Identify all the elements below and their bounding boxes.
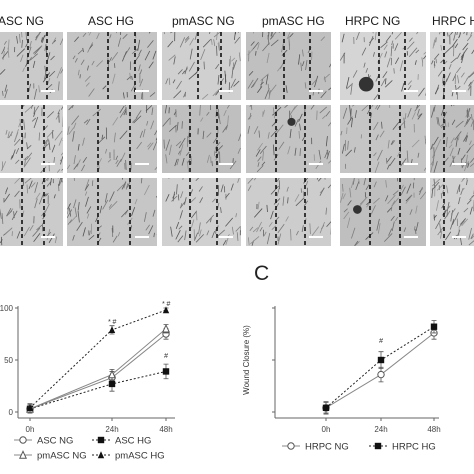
data-point [108,380,116,388]
micrograph-tile [0,32,63,100]
micrograph-tile [430,32,474,100]
data-point [377,370,385,379]
significance-annotation: * # [108,319,117,326]
legend-marker [374,442,382,450]
micrograph-tile [162,178,241,246]
micrograph-tile [430,105,474,173]
series-asc-hg [26,363,170,413]
x-tick-label: 0h [26,425,35,434]
header-hrpc-hg: HRPC HG [432,14,474,28]
significance-annotation: # [164,353,168,360]
micrograph-tile [246,32,331,100]
micrograph-tile [67,178,157,246]
data-point [108,369,116,379]
significance-annotation: # [379,338,383,345]
micrograph-tile [340,105,426,173]
y-tick-label: 0 [9,408,14,417]
micrograph-tile [246,178,331,246]
legend-label: ASC HG [115,436,151,447]
series-asc-ng [26,328,170,414]
x-tick-label: 48h [427,425,440,434]
legend: HRPC NG HRPC HG [282,442,436,453]
micrograph-tile [67,105,157,173]
y-tick-label: 50 [4,356,13,365]
header-hrpc-ng: HRPC NG [345,14,401,28]
series-line [29,328,167,410]
header-asc-ng: ASC NG [0,14,45,28]
y-tick-label: 100 [0,304,14,313]
legend-label: ASC NG [37,436,73,447]
series-line [29,333,167,410]
legend-label: pmASC NG [37,451,87,462]
series-pmasc-ng [26,323,170,413]
series-line [29,309,167,409]
legend-label: HRPC NG [305,442,349,453]
legend-label: HRPC HG [392,442,436,453]
legend-marker [287,442,295,450]
data-point [430,323,438,330]
legend-marker [19,450,27,459]
micrograph-tile [67,32,157,100]
chart-hrpc: Wound Closure (%) 0h 24h 48h # HRPC NG HRPC HG [242,306,441,453]
header-asc-hg: ASC HG [88,14,135,28]
x-tick-label: 48h [159,425,172,434]
x-tick-label: 0h [322,425,331,434]
micrograph-tile [162,105,241,173]
panel-label-c: C [254,262,270,285]
header-pmasc-ng: pmASC NG [172,14,235,28]
legend-marker [19,436,27,444]
legend-marker [97,451,105,459]
x-tick-label: 24h [374,425,387,434]
micrograph-tile [340,178,426,246]
micrograph-tile [0,105,63,173]
data-point [108,326,116,334]
series-pmasc-hg [26,306,170,413]
header-pmasc-hg: pmASC HG [262,14,325,28]
data-point [162,306,170,314]
micrograph-tile [162,32,241,100]
chart-asc-pmasc: 0 50 100 0h 24h 48h * # * # # ASC NG ASC HG pmASC N… [0,301,175,462]
micrograph-tile [0,178,63,246]
significance-annotation: * # [162,301,171,308]
x-tick-label: 24h [105,425,118,434]
data-point [162,368,170,375]
data-point [377,356,385,364]
legend-marker [97,436,105,444]
legend-label: pmASC HG [115,451,165,462]
micrograph-tile [246,105,331,173]
y-axis-label: Wound Closure (%) [242,325,251,395]
legend: ASC NG ASC HG pmASC NG pmASC HG [14,436,165,462]
data-point [322,404,330,412]
series-hrpc-hg [322,320,438,414]
micrograph-tile [430,178,474,246]
micrograph-tile [340,32,426,100]
data-point [162,323,170,333]
data-point [26,404,34,412]
series-line [29,370,167,410]
